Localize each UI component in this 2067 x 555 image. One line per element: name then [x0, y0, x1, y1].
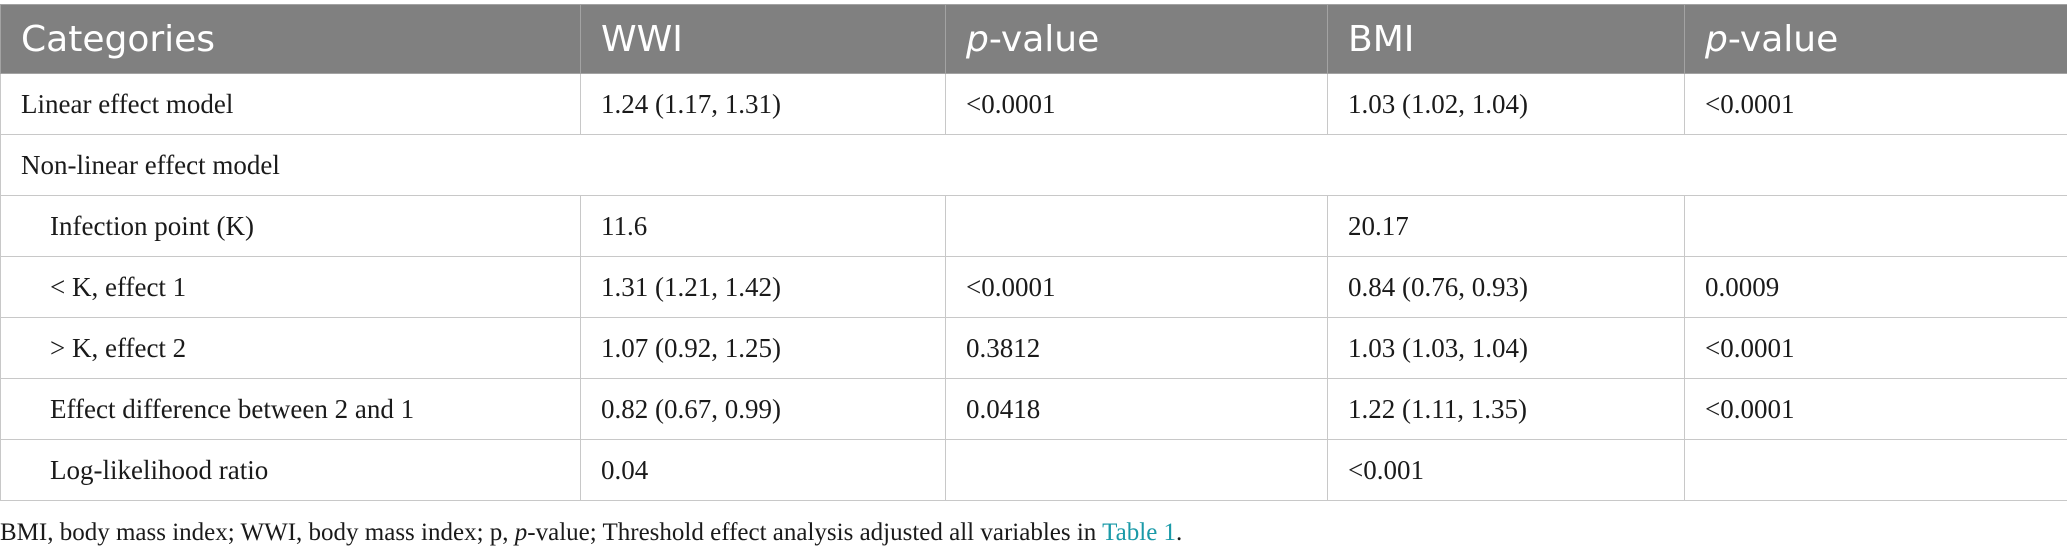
table-cell: 1.07 (0.92, 1.25): [580, 317, 946, 379]
row-label-cell: > K, effect 2: [0, 317, 581, 379]
row-label-cell: Non-linear effect model: [0, 134, 2067, 196]
column-header-4: p-value: [1684, 4, 2067, 74]
row-label-cell: Effect difference between 2 and 1: [0, 378, 581, 440]
table-row: Linear effect model 1.24 (1.17, 1.31) <0.0…: [0, 73, 2067, 135]
table-cell: 0.04: [580, 439, 946, 501]
table-row: Log-likelihood ratio 0.04 <0.001: [0, 439, 2067, 501]
footnote-italic-p: p: [514, 519, 528, 546]
table-cell: 11.6: [580, 195, 946, 257]
row-label-cell: Infection point (K): [0, 195, 581, 257]
table-cell: [945, 195, 1328, 257]
table-cell: 0.0009: [1684, 256, 2067, 318]
table-cell: 0.82 (0.67, 0.99): [580, 378, 946, 440]
table-header: Categories WWI p-value BMI p-value: [0, 4, 2067, 74]
table-cell: <0.0001: [1684, 317, 2067, 379]
table-row: > K, effect 2 1.07 (0.92, 1.25) 0.3812 1.03…: [0, 317, 2067, 379]
column-header-label: -value: [988, 18, 1100, 60]
table-cell: 1.31 (1.21, 1.42): [580, 256, 946, 318]
column-header-0: Categories: [0, 4, 581, 74]
table-cell: <0.0001: [1684, 73, 2067, 135]
footnote-text-2: -value; Threshold effect analysis adjust…: [527, 519, 1103, 546]
column-header-2: p-value: [945, 4, 1328, 74]
column-header-italic: p: [1705, 18, 1728, 60]
header-row: Categories WWI p-value BMI p-value: [0, 4, 2067, 74]
column-header-3: BMI: [1327, 4, 1685, 74]
row-label-cell: < K, effect 1: [0, 256, 581, 318]
footnote-text-1: BMI, body mass index; WWI, body mass ind…: [0, 519, 515, 546]
table-cell: 0.84 (0.76, 0.93): [1327, 256, 1685, 318]
table-cell: 0.0418: [945, 378, 1328, 440]
table-cell: 1.03 (1.02, 1.04): [1327, 73, 1685, 135]
table-cell: <0.0001: [945, 73, 1328, 135]
table-cell: <0.001: [1327, 439, 1685, 501]
column-header-label: BMI: [1348, 18, 1415, 60]
row-label-cell: Log-likelihood ratio: [0, 439, 581, 501]
column-header-label: -value: [1727, 18, 1839, 60]
table-cell: 1.03 (1.03, 1.04): [1327, 317, 1685, 379]
table-cell: 20.17: [1327, 195, 1685, 257]
row-label-cell: Linear effect model: [0, 73, 581, 135]
table-1-link[interactable]: Table 1: [1102, 519, 1177, 546]
threshold-effect-table-container: Categories WWI p-value BMI p-value Linear ef…: [0, 4, 2067, 501]
table-row: Infection point (K) 11.6 20.17: [0, 195, 2067, 257]
table-cell: [1684, 195, 2067, 257]
table-footnote: BMI, body mass index; WWI, body mass ind…: [0, 519, 2067, 547]
column-header-label: Categories: [21, 18, 216, 60]
table-cell: 1.24 (1.17, 1.31): [580, 73, 946, 135]
table-row: < K, effect 1 1.31 (1.21, 1.42) <0.0001 0.8…: [0, 256, 2067, 318]
column-header-label: WWI: [601, 18, 683, 60]
table-body: Linear effect model 1.24 (1.17, 1.31) <0.0…: [0, 73, 2067, 501]
footnote-text-3: .: [1176, 519, 1183, 546]
table-cell: [1684, 439, 2067, 501]
table-cell: <0.0001: [945, 256, 1328, 318]
table-cell: <0.0001: [1684, 378, 2067, 440]
table-cell: [945, 439, 1328, 501]
table-row: Effect difference between 2 and 1 0.82 (0…: [0, 378, 2067, 440]
column-header-italic: p: [966, 18, 989, 60]
column-header-1: WWI: [580, 4, 946, 74]
table-cell: 0.3812: [945, 317, 1328, 379]
table-row: Non-linear effect model: [0, 134, 2067, 196]
threshold-effect-table: Categories WWI p-value BMI p-value Linear ef…: [0, 4, 2067, 501]
table-cell: 1.22 (1.11, 1.35): [1327, 378, 1685, 440]
